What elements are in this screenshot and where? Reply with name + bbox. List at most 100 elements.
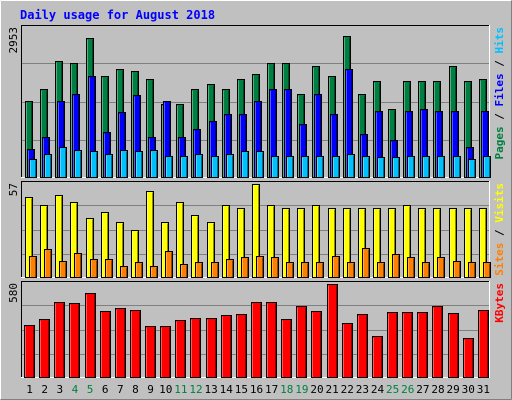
chart-bar [221, 315, 232, 378]
x-tick-label: 3 [57, 383, 64, 396]
chart-bar [44, 154, 52, 178]
chart-bar [256, 151, 264, 178]
chart-bar [432, 306, 443, 378]
chart-bar [44, 249, 52, 278]
chart-bar [165, 156, 173, 178]
x-tick-label: 11 [174, 383, 187, 396]
chart-bar [105, 259, 113, 278]
x-tick-label: 8 [132, 383, 139, 396]
chart-bar [468, 262, 476, 278]
legend-visits: Visits [493, 183, 506, 223]
chart-bar [241, 257, 249, 278]
chart-bar [362, 248, 370, 278]
chart-bar [160, 326, 171, 378]
x-tick-label: 16 [250, 383, 263, 396]
chart-bar [74, 253, 82, 278]
x-tick-label: 9 [147, 383, 154, 396]
legend-files: Files [493, 73, 506, 106]
x-tick-label: 27 [416, 383, 429, 396]
chart-bar [226, 154, 234, 178]
chart-bar [483, 262, 491, 278]
chart-bar [29, 256, 37, 278]
x-tick-label: 22 [341, 383, 354, 396]
x-tick-label: 24 [371, 383, 385, 396]
chart-bar [251, 302, 262, 378]
chart-bar [357, 314, 368, 378]
x-tick-label: 5 [87, 383, 94, 396]
chart-bar [392, 157, 400, 178]
chart-bar [24, 325, 35, 378]
chart-bar [296, 306, 307, 378]
chart-bar [407, 156, 415, 178]
chart-bar [165, 251, 173, 278]
chart-bar [362, 156, 370, 178]
chart-bar [180, 156, 188, 178]
chart-bar [392, 254, 400, 278]
chart-bar [145, 326, 156, 378]
chart-bar [316, 262, 324, 278]
chart-bar [468, 159, 476, 178]
chart-bar [135, 151, 143, 178]
y-max-label-usage: 2953 [7, 27, 20, 54]
chart-bar [372, 336, 383, 378]
x-tick-label: 4 [72, 383, 79, 396]
x-tick-label: 29 [447, 383, 460, 396]
chart-title: Daily usage for August 2018 [20, 8, 215, 22]
x-tick-label: 7 [117, 383, 124, 396]
chart-bar [347, 154, 355, 178]
chart-bar [180, 264, 188, 278]
chart-bar [301, 156, 309, 178]
x-tick-label: 28 [431, 383, 444, 396]
x-tick-label: 21 [326, 383, 339, 396]
chart-bar [377, 157, 385, 178]
chart-bar [402, 312, 413, 378]
legend-separator: / [493, 54, 506, 74]
chart-bar [316, 156, 324, 178]
chart-bar [130, 310, 141, 378]
chart-bar [407, 257, 415, 278]
chart-bar [211, 262, 219, 278]
chart-bar [90, 151, 98, 178]
chart-bar [236, 314, 247, 378]
legend-visits: Sites / Visits [493, 183, 506, 276]
chart-bar [241, 151, 249, 178]
chart-bar [332, 156, 340, 178]
x-tick-label: 2 [41, 383, 48, 396]
x-tick-label: 17 [265, 383, 278, 396]
x-tick-label: 12 [189, 383, 202, 396]
chart-bar [453, 261, 461, 278]
legend-separator: / [493, 223, 506, 243]
legend-sites: Sites [493, 243, 506, 276]
chart-bar [483, 156, 491, 178]
chart-bar [281, 319, 292, 378]
chart-bar [59, 147, 67, 178]
chart-bar [69, 303, 80, 378]
chart-bar [463, 338, 474, 378]
chart-bar [190, 318, 201, 378]
x-tick-label: 23 [356, 383, 369, 396]
chart-bar [437, 156, 445, 178]
chart-bar [105, 154, 113, 178]
legend-separator: / [493, 107, 506, 127]
chart-bar [286, 156, 294, 178]
x-tick-label: 1 [26, 383, 33, 396]
x-tick-label: 19 [295, 383, 308, 396]
chart-bar [100, 311, 111, 378]
chart-bar [74, 150, 82, 178]
x-tick-label: 26 [401, 383, 414, 396]
chart-bar [120, 266, 128, 278]
chart-bar [417, 312, 428, 378]
chart-bar [150, 150, 158, 178]
chart-bar [347, 262, 355, 278]
chart-bar [266, 302, 277, 378]
x-tick-label: 15 [235, 383, 248, 396]
chart-bar [422, 262, 430, 278]
legend-pages: Pages [493, 126, 506, 159]
chart-bar [422, 156, 430, 178]
x-tick-label: 20 [310, 383, 323, 396]
x-tick-label: 14 [220, 383, 234, 396]
chart-bar [437, 257, 445, 278]
chart-bar [29, 159, 37, 178]
chart-bar [90, 259, 98, 278]
x-tick-label: 10 [159, 383, 172, 396]
